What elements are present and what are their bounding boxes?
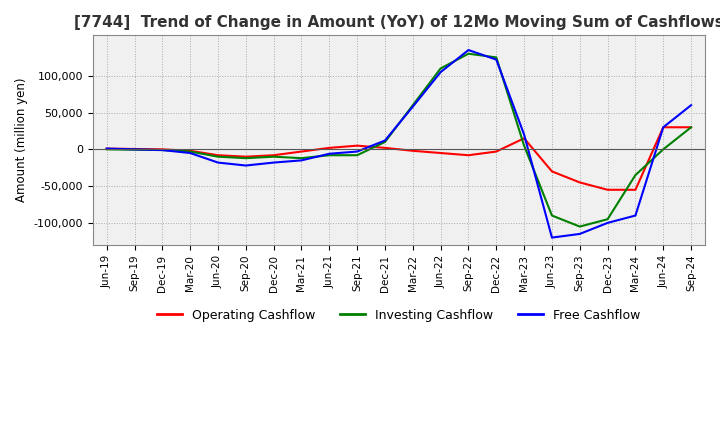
Free Cashflow — [687, 103, 696, 108]
Free Cashflow — [659, 125, 667, 130]
Investing Cashflow — [158, 147, 166, 153]
Operating Cashflow — [631, 187, 640, 192]
Investing Cashflow — [464, 51, 473, 56]
Free Cashflow — [520, 132, 528, 137]
Operating Cashflow — [603, 187, 612, 192]
Operating Cashflow — [687, 125, 696, 130]
Free Cashflow — [186, 150, 194, 156]
Investing Cashflow — [241, 155, 250, 161]
Investing Cashflow — [492, 55, 500, 60]
Line: Operating Cashflow: Operating Cashflow — [107, 127, 691, 190]
Investing Cashflow — [408, 103, 417, 108]
Free Cashflow — [603, 220, 612, 226]
Investing Cashflow — [102, 147, 111, 152]
Free Cashflow — [130, 147, 139, 152]
Free Cashflow — [548, 235, 557, 240]
Operating Cashflow — [269, 153, 278, 158]
Free Cashflow — [464, 48, 473, 53]
Operating Cashflow — [575, 180, 584, 185]
Y-axis label: Amount (million yen): Amount (million yen) — [15, 78, 28, 202]
Investing Cashflow — [186, 149, 194, 154]
Operating Cashflow — [548, 169, 557, 174]
Free Cashflow — [408, 104, 417, 109]
Legend: Operating Cashflow, Investing Cashflow, Free Cashflow: Operating Cashflow, Investing Cashflow, … — [152, 304, 646, 327]
Investing Cashflow — [214, 154, 222, 159]
Free Cashflow — [381, 138, 390, 143]
Free Cashflow — [269, 160, 278, 165]
Investing Cashflow — [297, 155, 306, 161]
Operating Cashflow — [659, 125, 667, 130]
Operating Cashflow — [436, 150, 445, 156]
Investing Cashflow — [575, 224, 584, 229]
Investing Cashflow — [520, 143, 528, 148]
Operating Cashflow — [158, 147, 166, 152]
Free Cashflow — [297, 158, 306, 163]
Line: Free Cashflow: Free Cashflow — [107, 50, 691, 238]
Operating Cashflow — [464, 153, 473, 158]
Operating Cashflow — [130, 147, 139, 152]
Investing Cashflow — [548, 213, 557, 218]
Investing Cashflow — [381, 139, 390, 145]
Line: Investing Cashflow: Investing Cashflow — [107, 54, 691, 227]
Operating Cashflow — [297, 149, 306, 154]
Investing Cashflow — [687, 125, 696, 130]
Investing Cashflow — [130, 147, 139, 152]
Operating Cashflow — [186, 148, 194, 154]
Operating Cashflow — [241, 154, 250, 159]
Free Cashflow — [214, 160, 222, 165]
Investing Cashflow — [659, 147, 667, 152]
Investing Cashflow — [325, 153, 333, 158]
Operating Cashflow — [492, 149, 500, 154]
Free Cashflow — [325, 151, 333, 156]
Investing Cashflow — [631, 172, 640, 178]
Free Cashflow — [631, 213, 640, 218]
Investing Cashflow — [603, 216, 612, 222]
Free Cashflow — [436, 70, 445, 75]
Operating Cashflow — [381, 145, 390, 150]
Free Cashflow — [102, 146, 111, 151]
Free Cashflow — [492, 57, 500, 62]
Investing Cashflow — [436, 66, 445, 71]
Operating Cashflow — [408, 148, 417, 154]
Free Cashflow — [241, 163, 250, 168]
Free Cashflow — [158, 147, 166, 153]
Operating Cashflow — [214, 153, 222, 158]
Free Cashflow — [575, 231, 584, 237]
Free Cashflow — [353, 149, 361, 154]
Investing Cashflow — [353, 153, 361, 158]
Operating Cashflow — [353, 143, 361, 148]
Title: [7744]  Trend of Change in Amount (YoY) of 12Mo Moving Sum of Cashflows: [7744] Trend of Change in Amount (YoY) o… — [74, 15, 720, 30]
Investing Cashflow — [269, 154, 278, 159]
Operating Cashflow — [325, 145, 333, 150]
Operating Cashflow — [102, 146, 111, 151]
Operating Cashflow — [520, 136, 528, 141]
